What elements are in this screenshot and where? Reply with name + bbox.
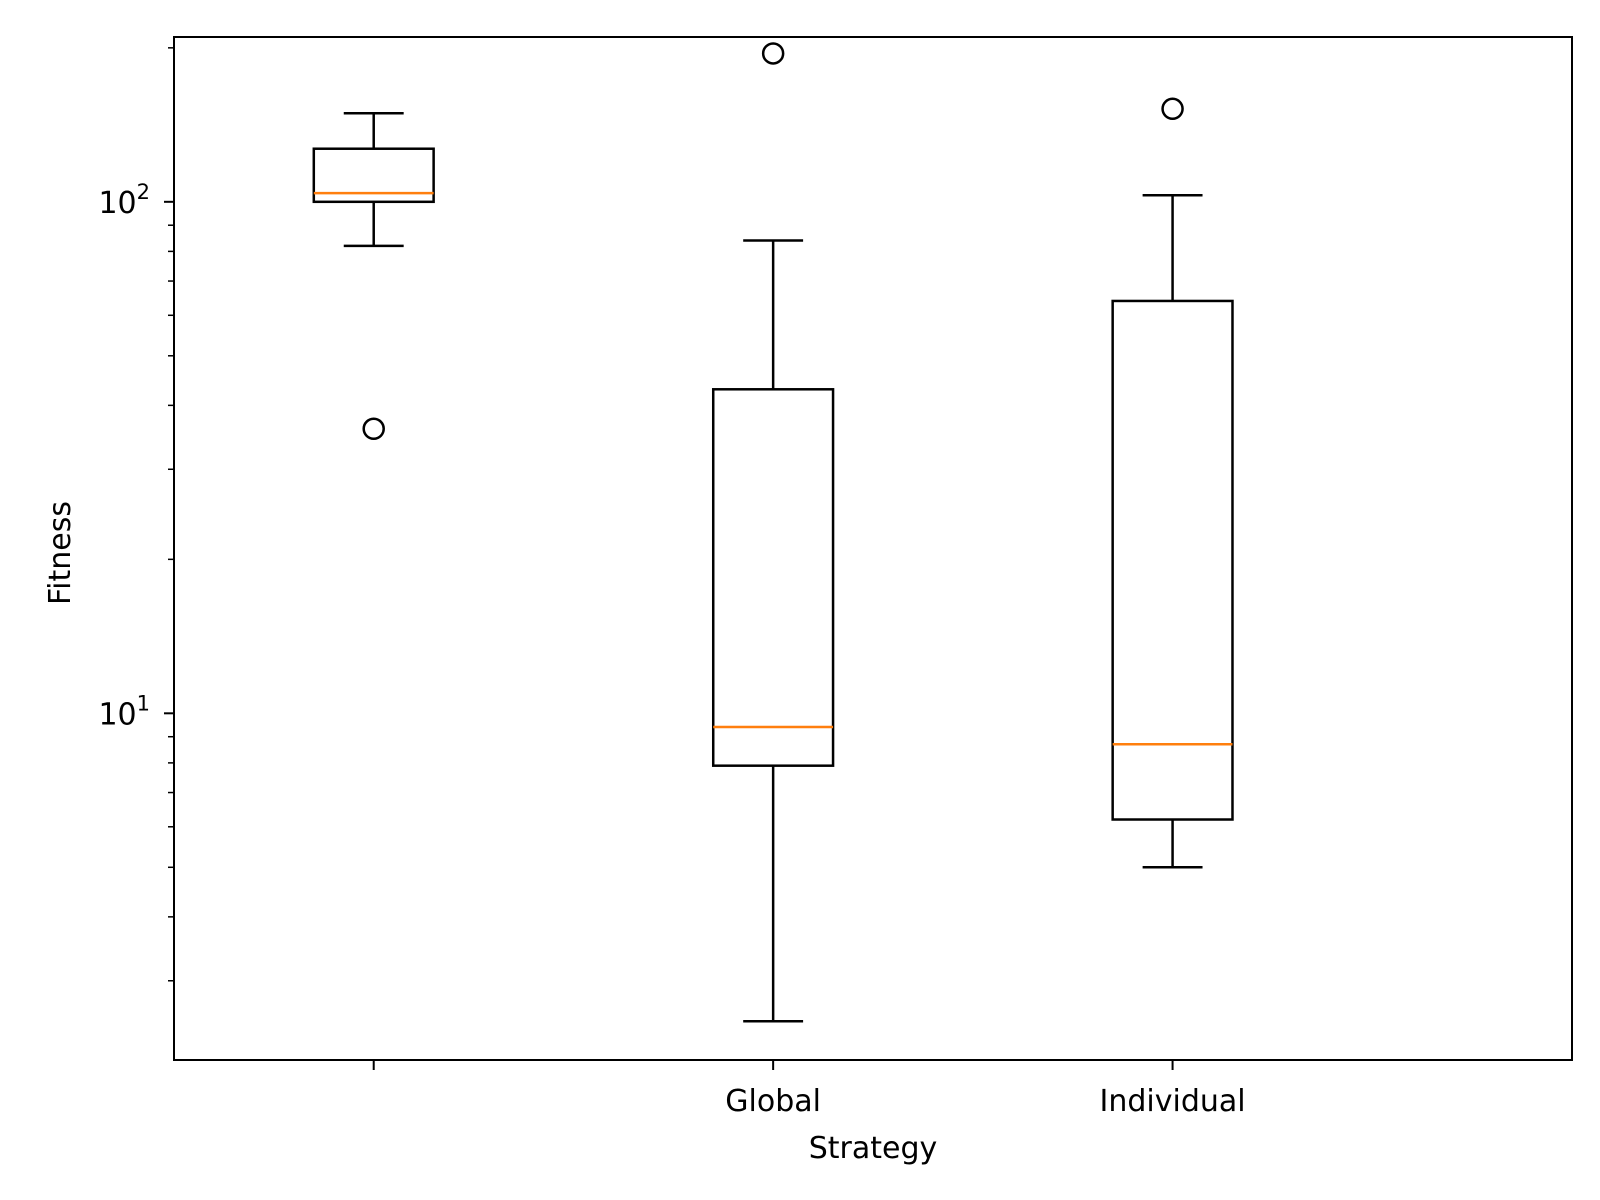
- y-tick-base: 10: [98, 697, 136, 732]
- y-tick-base: 10: [98, 186, 136, 221]
- x-axis-label: Strategy: [809, 1131, 938, 1166]
- x-tick-label: Individual: [1100, 1084, 1246, 1119]
- y-tick-label: 102: [98, 180, 150, 221]
- y-tick-label: 101: [98, 691, 150, 732]
- outlier-point: [1161, 97, 1184, 121]
- outlier-point: [362, 417, 385, 441]
- outlier-point: [761, 42, 785, 65]
- box-group: [312, 111, 435, 441]
- box-group: [711, 42, 835, 1023]
- plot-area: [312, 42, 1234, 1023]
- box-group: [1111, 97, 1234, 869]
- box-body: [711, 388, 835, 767]
- box-body: [312, 147, 435, 204]
- box-body: [1111, 299, 1234, 821]
- x-axis: Global Individual: [372, 1060, 1246, 1119]
- x-tick-label: Global: [725, 1084, 821, 1119]
- y-tick-exponent: 2: [137, 180, 150, 204]
- plot-frame: [173, 36, 1573, 1061]
- y-axis-label: Fitness: [43, 501, 78, 605]
- y-tick-exponent: 1: [137, 691, 150, 715]
